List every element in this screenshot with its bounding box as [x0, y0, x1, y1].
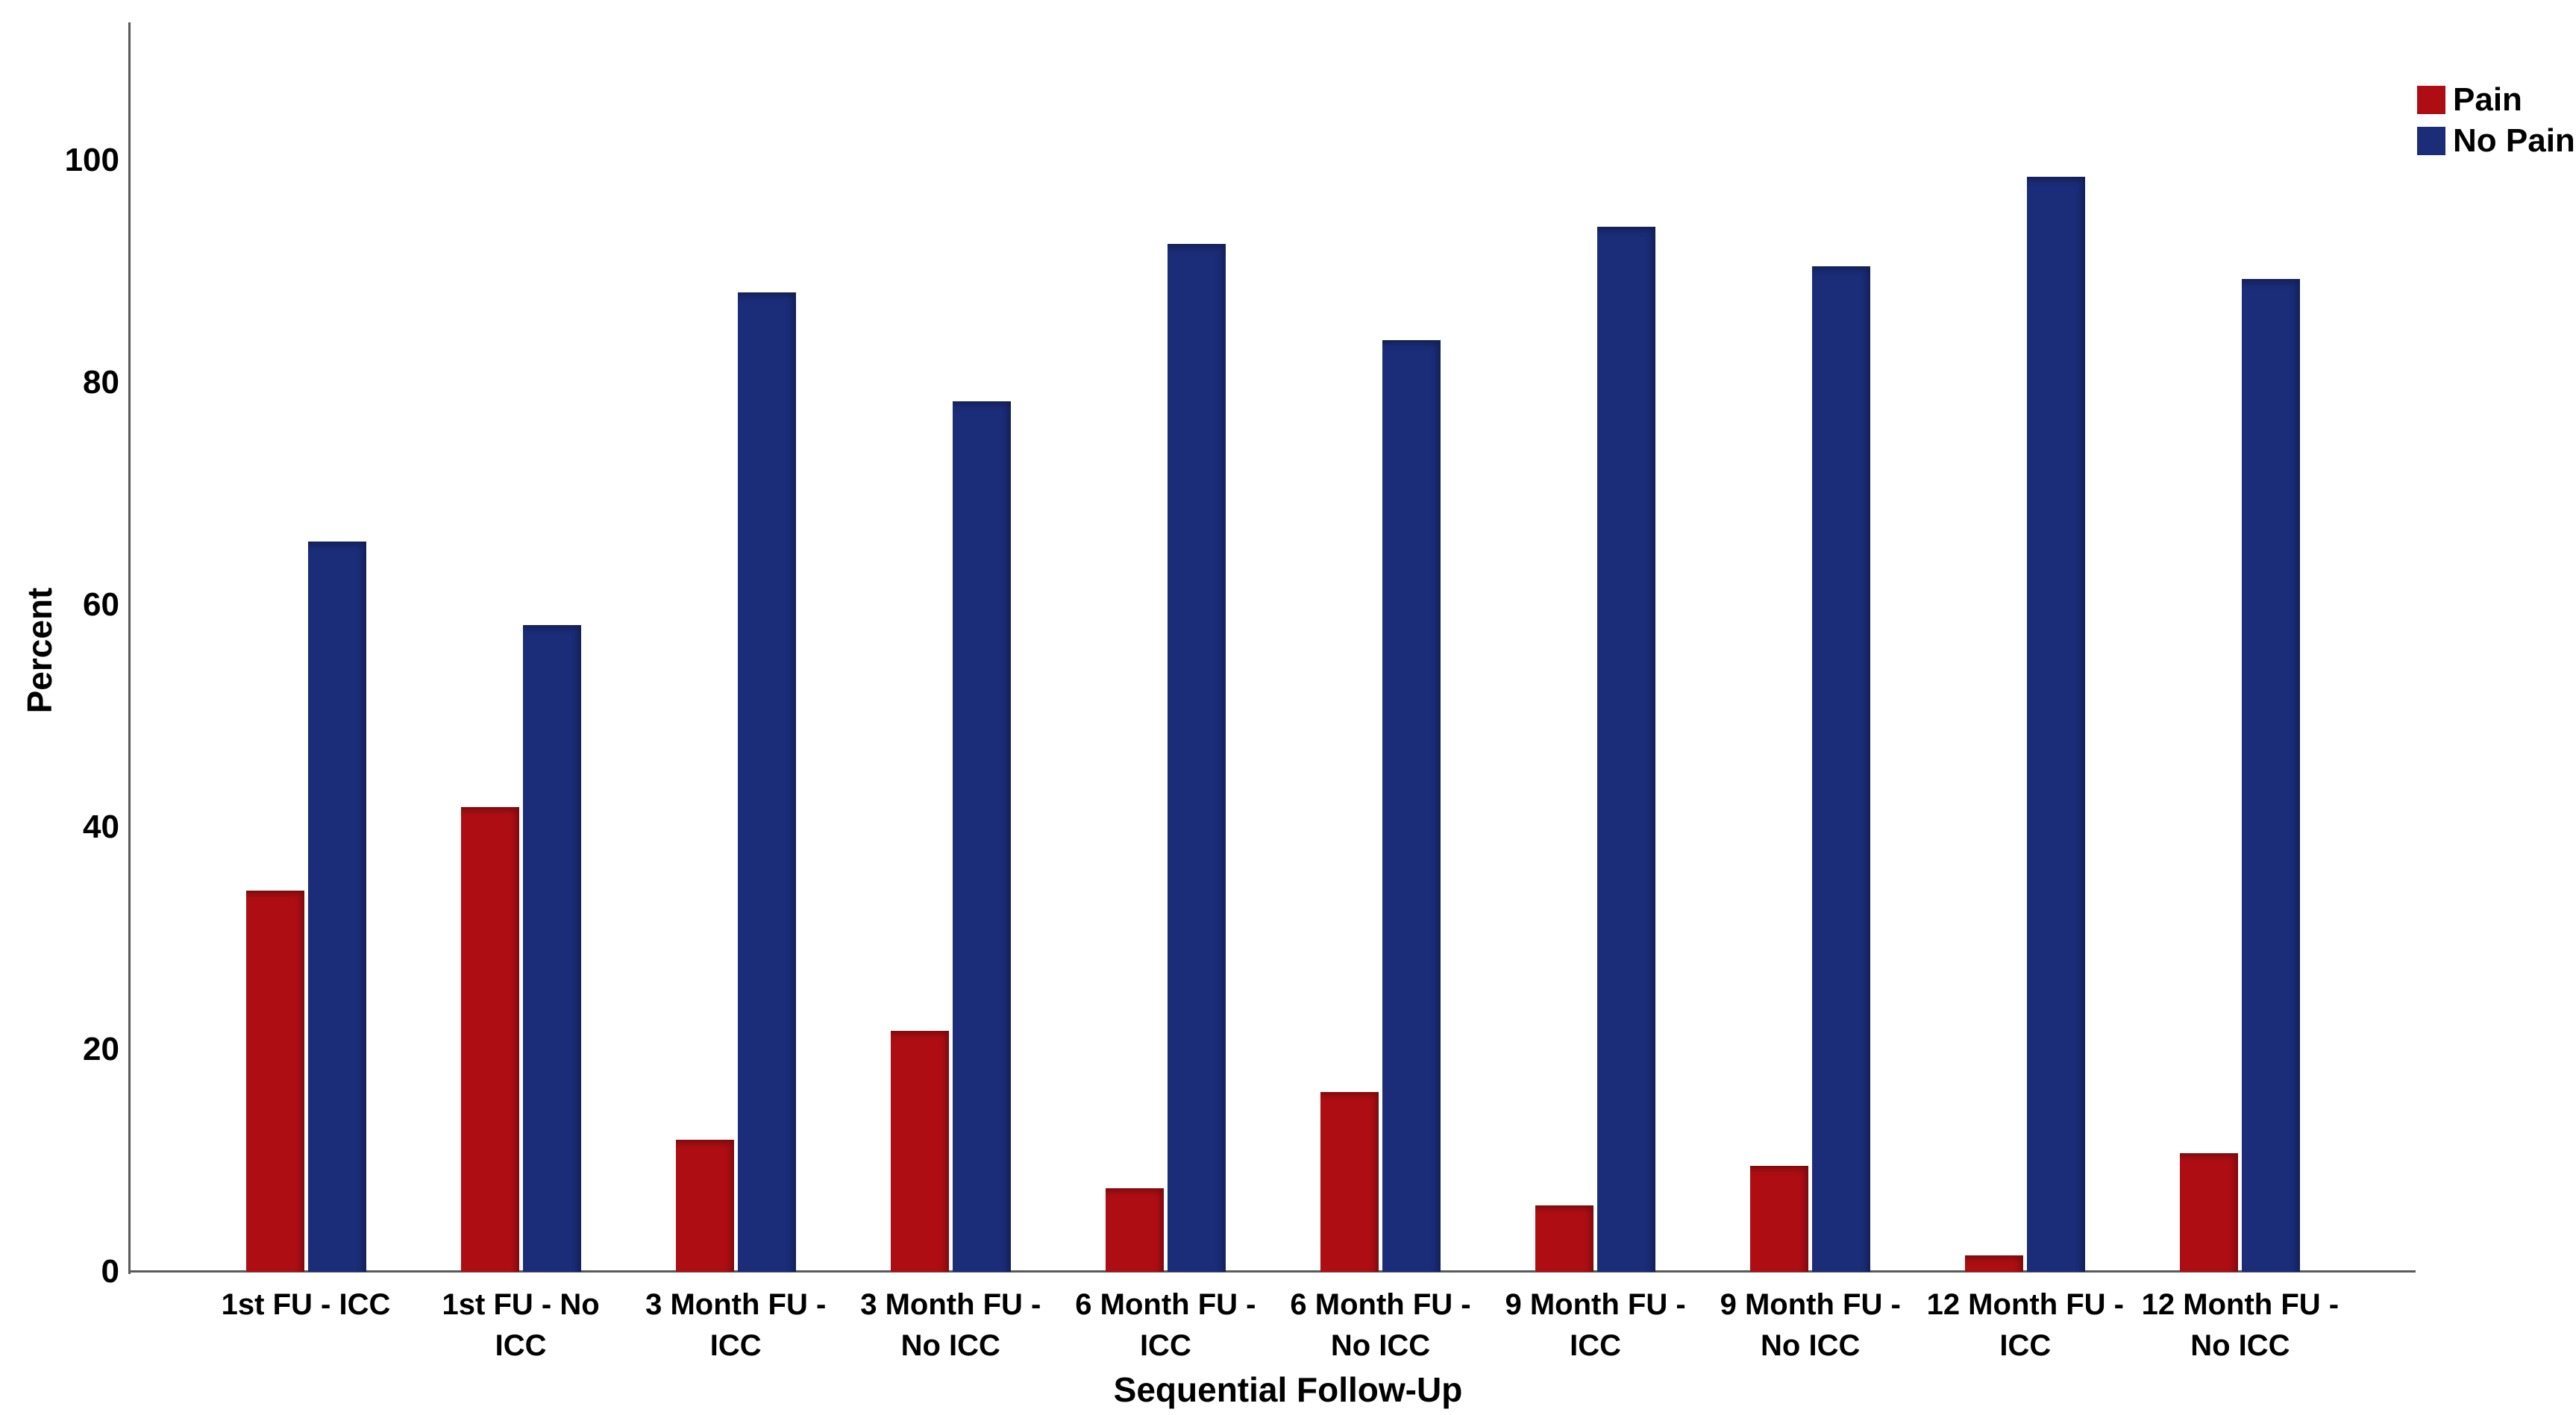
bar-pain-9 — [1965, 1255, 2024, 1272]
x-category-label-2: 1st FU - No ICC — [442, 1288, 600, 1362]
y-tick-label-60: 60 — [83, 586, 119, 623]
legend: Pain No Pain — [2417, 81, 2575, 166]
y-tick-label-100: 100 — [64, 142, 119, 178]
bar-no-pain-2 — [522, 625, 581, 1272]
legend-row-pain: Pain — [2417, 81, 2575, 118]
bar-no-pain-3 — [737, 292, 796, 1272]
x-category-label-9: 12 Month FU - ICC — [1926, 1288, 2124, 1362]
legend-row-no-pain: No Pain — [2417, 122, 2575, 159]
bar-pain-10 — [2180, 1153, 2239, 1272]
bar-no-pain-5 — [1167, 244, 1226, 1272]
x-category-label-6: 6 Month FU - No ICC — [1290, 1288, 1471, 1362]
y-tick-label-80: 80 — [83, 364, 119, 401]
pain-legend-swatch-icon — [2417, 86, 2445, 114]
bar-pain-5 — [1105, 1188, 1164, 1272]
x-category-label-5: 6 Month FU - ICC — [1075, 1288, 1256, 1362]
y-axis-line — [128, 22, 131, 1274]
bar-pain-4 — [890, 1031, 949, 1272]
bar-no-pain-9 — [2027, 177, 2086, 1272]
bar-pain-1 — [245, 891, 304, 1272]
no-pain-legend-swatch-icon — [2417, 127, 2445, 155]
x-category-label-4: 3 Month FU - No ICC — [860, 1288, 1041, 1362]
bar-pain-7 — [1535, 1205, 1594, 1272]
bar-no-pain-1 — [307, 542, 366, 1272]
y-tick-label-20: 20 — [83, 1031, 119, 1067]
bar-no-pain-4 — [952, 401, 1011, 1272]
x-category-label-7: 9 Month FU - ICC — [1505, 1288, 1686, 1362]
bar-no-pain-10 — [2242, 279, 2301, 1272]
x-category-label-3: 3 Month FU - ICC — [645, 1288, 827, 1362]
x-category-label-1: 1st FU - ICC — [221, 1288, 391, 1321]
bar-pain-2 — [460, 807, 519, 1272]
legend-label-pain: Pain — [2453, 81, 2522, 118]
y-tick-label-40: 40 — [83, 809, 119, 845]
bar-no-pain-8 — [1812, 266, 1871, 1272]
bar-no-pain-6 — [1382, 340, 1441, 1272]
y-axis-title: Percent — [20, 587, 59, 714]
legend-label-no-pain: No Pain — [2453, 122, 2575, 159]
bar-pain-6 — [1320, 1092, 1379, 1272]
bar-pain-3 — [675, 1140, 734, 1272]
x-axis-line — [128, 1270, 2416, 1273]
x-category-label-10: 12 Month FU - No ICC — [2141, 1288, 2340, 1362]
y-tick-label-0: 0 — [101, 1253, 119, 1290]
bar-no-pain-7 — [1597, 227, 1656, 1272]
x-axis-title: Sequential Follow-Up — [1113, 1370, 1463, 1409]
bar-pain-8 — [1750, 1166, 1809, 1272]
x-category-label-8: 9 Month FU - No ICC — [1720, 1288, 1901, 1362]
